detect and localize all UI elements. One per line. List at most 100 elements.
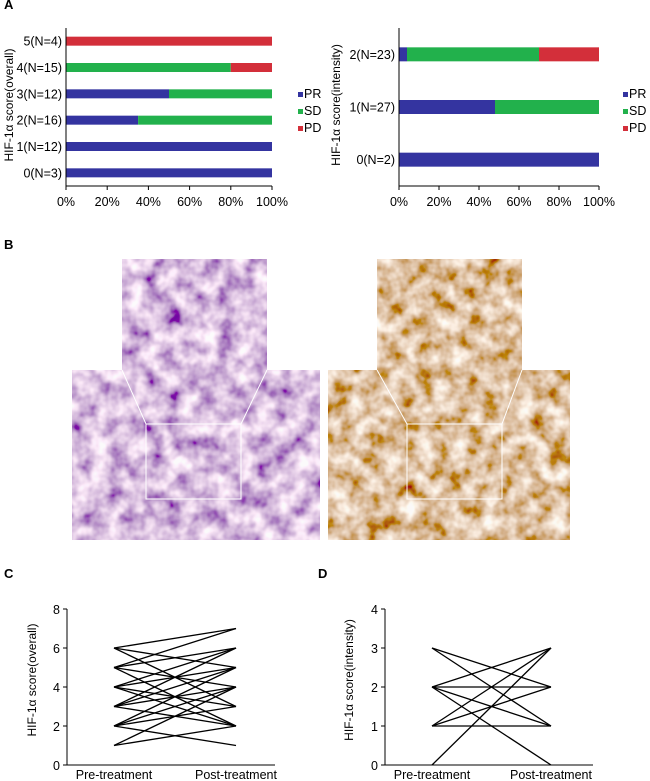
a-left-ytick-5: 5(N=4) [23, 35, 62, 49]
c-pair-line-15 [113, 686, 237, 727]
a-left-ytick-4: 4(N=15) [16, 61, 62, 75]
a-left-legend-swatch-pr [298, 92, 303, 97]
a-right-ytick-2: 2(N=23) [349, 48, 395, 62]
panel-label-b: B [4, 237, 13, 252]
c-pair-line-5 [113, 627, 237, 669]
a-right-legend-swatch-pd [623, 126, 628, 131]
c-ytick-2: 4 [53, 681, 60, 695]
panel-label-a: A [4, 0, 14, 12]
a-left-legend-sd: SD [304, 104, 321, 118]
a-left-ytick-0: 0(N=3) [23, 166, 62, 180]
micrograph-left-connector-1 [121, 369, 147, 425]
a-right-bar-pd-2 [539, 47, 599, 62]
d-ytick-3: 3 [371, 642, 378, 656]
a-right-xtick-3: 60% [506, 195, 531, 209]
chart-a-left-ylabel: HIF-1α score(overall) [2, 49, 16, 162]
chart-c-ylabel: HIF-1α score(overall) [25, 624, 39, 737]
d-ytick-0: 0 [371, 759, 378, 773]
micrograph-right-full [328, 370, 570, 540]
a-left-xtick-3: 60% [177, 195, 202, 209]
c-pair-line-12 [113, 666, 237, 708]
a-right-xtick-1: 20% [426, 195, 451, 209]
a-right-legend-pd: PD [629, 121, 646, 135]
chart-c: HIF-1α score(overall) 0 2 4 6 8 Pre-treatmen… [25, 603, 278, 781]
micrograph-low-hif [72, 259, 320, 540]
d-pair-line-9 [431, 647, 552, 766]
a-left-bar-sd-4 [66, 63, 231, 72]
a-right-bar-pr-0 [399, 152, 599, 167]
a-right-bar-pr-2 [399, 47, 407, 62]
chart-a-left: HIF-1α score(overall) 0(N=3) 1(N=12) 2(N=1… [2, 28, 321, 209]
d-ytick-1: 1 [371, 720, 378, 734]
c-pair-line-17 [113, 666, 237, 727]
a-left-bar-pr-1 [66, 142, 272, 151]
a-right-bar-sd-1 [495, 100, 599, 114]
c-xlabel-1: Post-treatment [195, 768, 278, 781]
c-pair-line-20 [113, 686, 237, 747]
d-xlabel-1: Post-treatment [510, 768, 593, 781]
a-right-legend-swatch-sd [623, 109, 628, 114]
c-pair-line-13 [113, 647, 237, 708]
micrograph-right-connector-2 [501, 369, 523, 425]
a-left-bar-sd-2 [138, 115, 272, 125]
a-right-xtick-4: 80% [546, 195, 571, 209]
panel-label-c: C [4, 566, 14, 581]
panel-b-micrographs [72, 259, 570, 540]
micrograph-left-connector-2 [240, 369, 268, 425]
c-pair-line-7 [113, 647, 237, 688]
a-right-xtick-2: 40% [466, 195, 491, 209]
a-left-bar-pd-5 [66, 36, 272, 46]
micrograph-left-full [72, 370, 320, 540]
micrograph-right-zoom [377, 259, 522, 370]
a-left-ytick-3: 3(N=12) [16, 87, 62, 101]
d-ytick-2: 2 [371, 681, 378, 695]
c-ytick-4: 8 [53, 603, 60, 617]
a-left-xtick-5: 100% [256, 195, 288, 209]
a-right-bar-sd-2 [407, 47, 539, 62]
a-left-bar-pd-4 [230, 63, 272, 72]
c-ytick-3: 6 [53, 642, 60, 656]
a-left-xtick-2: 40% [136, 195, 161, 209]
c-pair-line-3 [113, 647, 237, 669]
a-left-legend-swatch-pd [298, 126, 303, 131]
panel-label-d: D [318, 566, 327, 581]
c-ytick-0: 0 [53, 759, 60, 773]
a-right-xtick-0: 0% [390, 195, 408, 209]
a-right-bar-pr-1 [399, 100, 495, 114]
a-left-bar-pr-0 [66, 168, 272, 178]
c-xlabel-0: Pre-treatment [76, 768, 153, 781]
c-pair-line-19 [113, 725, 237, 747]
a-left-ytick-1: 1(N=12) [16, 140, 62, 154]
c-pair-line-0 [113, 627, 237, 649]
a-left-bar-sd-3 [169, 89, 272, 99]
d-pair-line-2 [431, 647, 552, 688]
a-left-xtick-4: 80% [218, 195, 243, 209]
micrograph-left-roi-box [145, 423, 242, 500]
chart-d: HIF-1α score(intensity) 0 1 2 3 4 Pre-treatm… [342, 603, 593, 781]
a-left-xtick-1: 20% [95, 195, 120, 209]
a-left-bar-pr-2 [66, 115, 139, 125]
chart-a-right: HIF-1α score(intensity) 0(N=2) 1(N=27) 2(N… [329, 28, 646, 209]
a-right-ytick-0: 0(N=2) [356, 153, 395, 167]
d-ytick-4: 4 [371, 603, 378, 617]
micrograph-right-roi-box [406, 423, 503, 500]
d-xlabel-0: Pre-treatment [394, 768, 471, 781]
micrograph-high-hif [328, 259, 570, 540]
a-right-legend-pr: PR [629, 87, 646, 101]
a-left-bar-pr-3 [66, 89, 169, 99]
a-left-legend-pr: PR [304, 87, 321, 101]
a-left-ytick-2: 2(N=16) [16, 114, 62, 128]
micrograph-right-connector-1 [376, 369, 408, 425]
a-right-legend-swatch-pr [623, 92, 628, 97]
a-left-legend-swatch-sd [298, 109, 303, 114]
d-pair-line-8 [431, 686, 552, 766]
a-right-xtick-5: 100% [583, 195, 615, 209]
a-left-xtick-0: 0% [57, 195, 75, 209]
a-left-legend-pd: PD [304, 121, 321, 135]
micrograph-left-zoom [122, 259, 267, 370]
chart-d-ylabel: HIF-1α score(intensity) [342, 619, 356, 741]
d-pair-line-5 [431, 647, 552, 727]
a-right-ytick-1: 1(N=27) [349, 101, 395, 115]
a-right-legend-sd: SD [629, 104, 646, 118]
